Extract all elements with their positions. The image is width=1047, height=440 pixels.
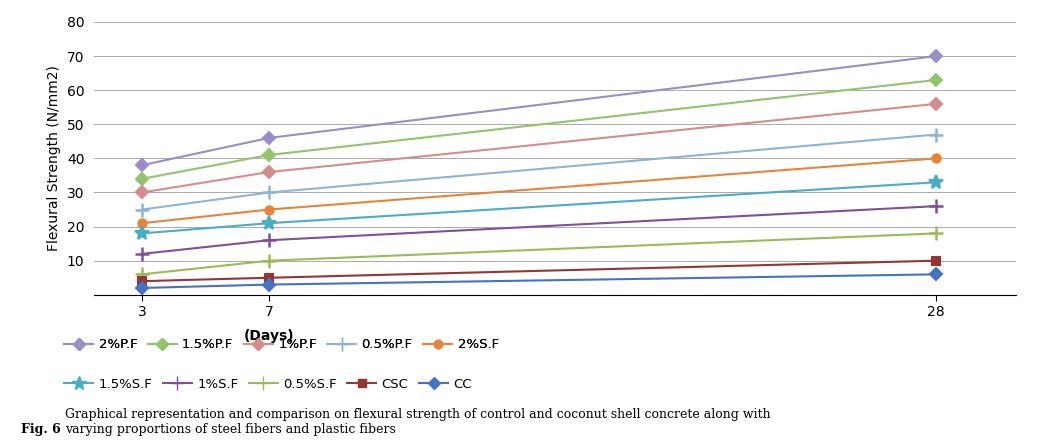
- Text: (Days): (Days): [244, 329, 294, 343]
- Text: Fig. 6: Fig. 6: [21, 422, 65, 436]
- Y-axis label: Flexural Strength (N/mm2): Flexural Strength (N/mm2): [47, 66, 62, 251]
- Legend: 2%P.F, 1.5%P.F, 1%P.F, 0.5%P.F, 2%S.F: 2%P.F, 1.5%P.F, 1%P.F, 0.5%P.F, 2%S.F: [59, 333, 504, 356]
- Text: Graphical representation and comparison on flexural strength of control and coco: Graphical representation and comparison …: [65, 407, 771, 436]
- Legend: 1.5%S.F, 1%S.F, 0.5%S.F, CSC, CC: 1.5%S.F, 1%S.F, 0.5%S.F, CSC, CC: [59, 372, 477, 396]
